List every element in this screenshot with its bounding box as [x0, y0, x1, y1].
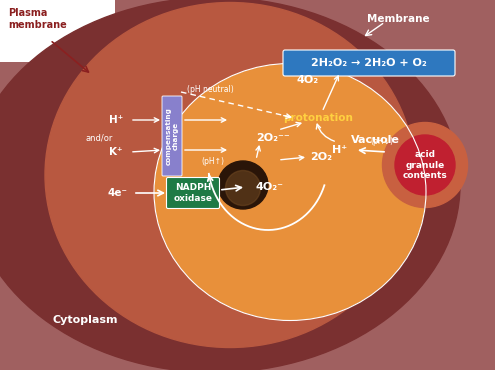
- Text: H⁺: H⁺: [109, 115, 123, 125]
- Text: 4O₂⁻: 4O₂⁻: [255, 182, 283, 192]
- Ellipse shape: [383, 122, 467, 208]
- Ellipse shape: [0, 0, 460, 370]
- Text: 4O₂: 4O₂: [297, 75, 319, 85]
- Text: and/or: and/or: [86, 134, 113, 142]
- Text: (pH↑): (pH↑): [201, 158, 225, 166]
- FancyBboxPatch shape: [283, 50, 455, 76]
- Ellipse shape: [45, 3, 415, 347]
- FancyBboxPatch shape: [162, 96, 182, 176]
- Ellipse shape: [395, 135, 455, 195]
- Text: Cytoplasm: Cytoplasm: [52, 315, 118, 325]
- Ellipse shape: [226, 171, 260, 205]
- Text: compensating
charge: compensating charge: [165, 107, 179, 165]
- Text: (pH neutral): (pH neutral): [187, 85, 233, 94]
- Ellipse shape: [155, 64, 425, 320]
- Text: 2H₂O₂ → 2H₂O + O₂: 2H₂O₂ → 2H₂O + O₂: [311, 58, 427, 68]
- Text: 2O₂: 2O₂: [310, 152, 332, 162]
- FancyBboxPatch shape: [0, 0, 115, 62]
- Text: protonation: protonation: [283, 113, 353, 123]
- Text: 4e⁻: 4e⁻: [107, 188, 127, 198]
- FancyBboxPatch shape: [166, 178, 219, 209]
- Text: Plasma
membrane: Plasma membrane: [8, 8, 67, 30]
- Text: H⁺: H⁺: [333, 145, 347, 155]
- Ellipse shape: [218, 161, 268, 209]
- Text: NADPH
oxidase: NADPH oxidase: [174, 183, 212, 203]
- Text: (pH↓): (pH↓): [370, 138, 394, 147]
- Text: Vacuole: Vacuole: [350, 135, 399, 145]
- Text: K⁺: K⁺: [109, 147, 123, 157]
- Text: Membrane: Membrane: [367, 14, 429, 24]
- Text: acid
granule
contents: acid granule contents: [402, 150, 447, 180]
- Text: 2O₂⁻⁻: 2O₂⁻⁻: [256, 133, 290, 143]
